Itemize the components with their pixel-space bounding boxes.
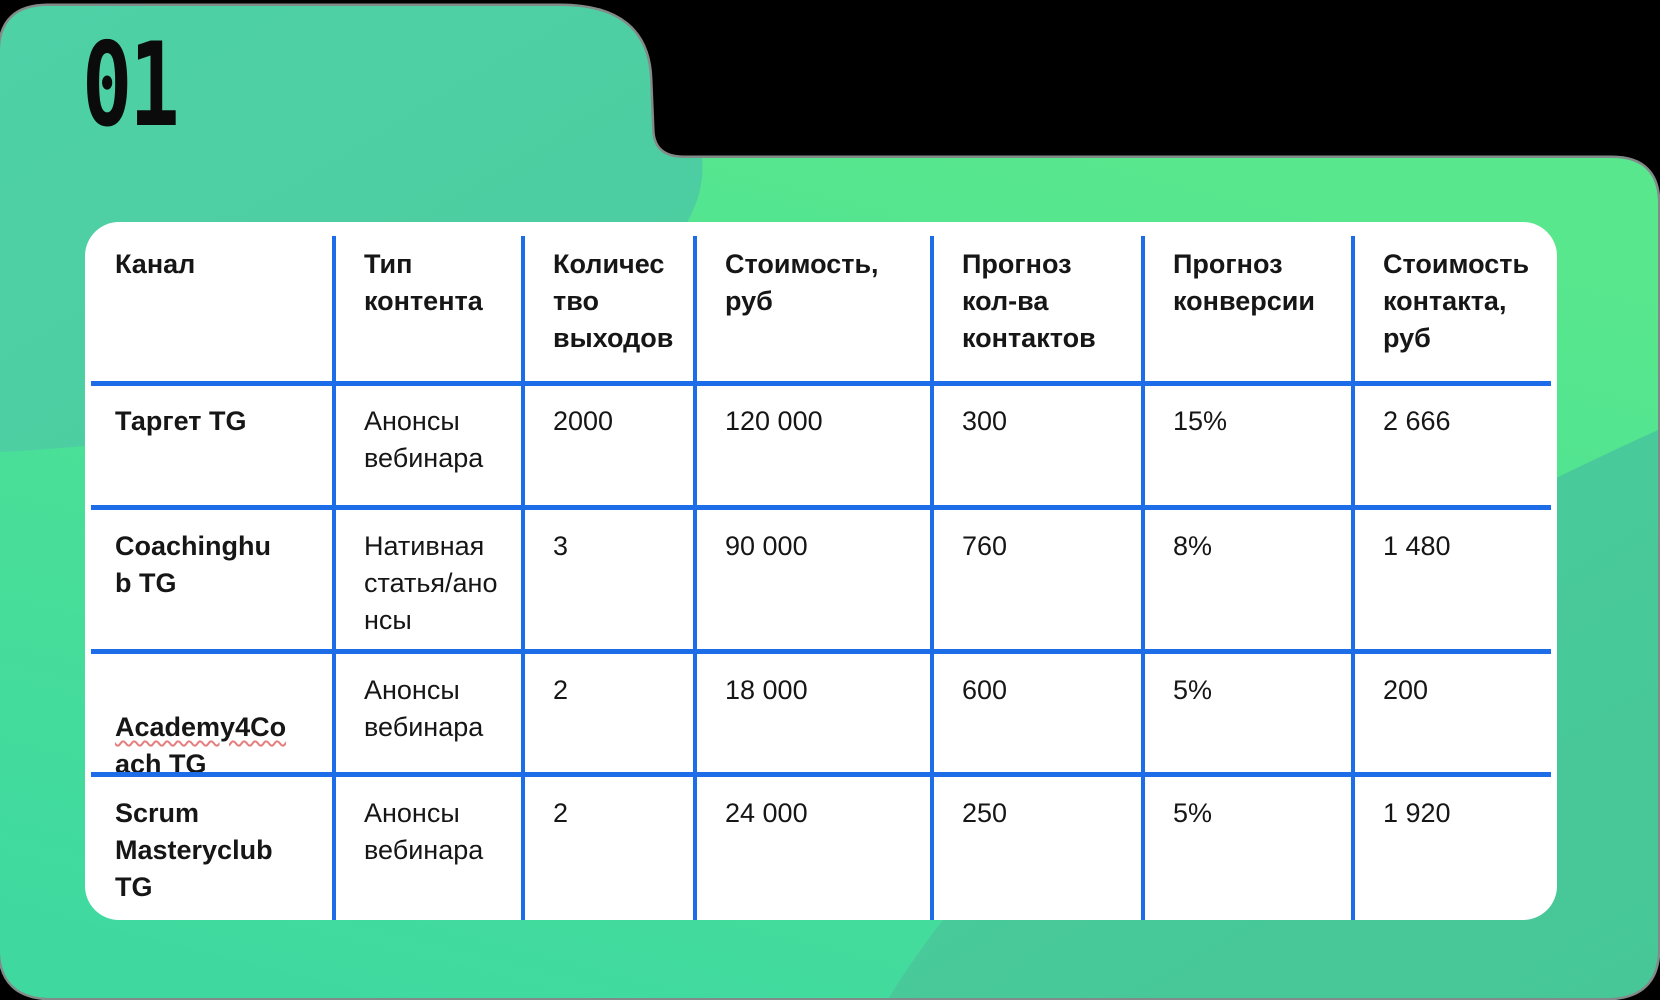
cell-content-type: Анонсы вебинара [364,798,484,865]
header-cell-cost: Стоимость, руб [725,249,879,316]
header-cell-conversion: Прогноз конверсии [1173,249,1315,316]
cell-contact-cost: 1 480 [1383,531,1451,561]
column-divider [1141,236,1145,920]
cell-conversion: 5% [1173,675,1213,705]
header-cell-content-type: Тип контента [364,249,483,316]
cell-contacts: 300 [962,406,1008,436]
column-divider [693,236,697,920]
header-cell-contact-cost: Стоимость контакта, руб [1383,249,1530,353]
cell-cost: 18 000 [725,675,808,705]
cell-contact-cost: 200 [1383,675,1429,705]
cell-channel: Academy4Co ach TG [85,652,334,775]
cell-contacts: 600 [962,675,1008,705]
cell-conversion: 5% [1173,798,1213,828]
cell-cost: 120 000 [725,406,823,436]
column-divider [930,236,934,920]
cell-conversion: 8% [1173,531,1213,561]
column-divider [521,236,525,920]
cell-cost: 90 000 [725,531,808,561]
cell-outputs: 2 [553,675,569,705]
cell-content-type: Анонсы вебинара [364,675,484,742]
row-divider [91,505,1551,510]
cell-contacts: 250 [962,798,1008,828]
cell-channel: Таргет TG [115,406,247,436]
cell-contact-cost: 1 920 [1383,798,1451,828]
row-divider [91,649,1551,654]
cell-contact-cost: 2 666 [1383,406,1451,436]
slide-number: 01 [82,18,180,153]
cell-outputs: 2 [553,798,569,828]
column-divider [332,236,336,920]
header-cell-outputs: Количес тво выходов [553,249,674,353]
cell-outputs: 3 [553,531,569,561]
header-cell-channel: Канал [115,249,196,279]
cell-channel: Coachinghu b TG [115,531,271,598]
misspelled-word: Academy4Co ach [115,712,287,775]
cell-channel: Scrum Masteryclub TG [115,798,273,902]
row-divider [91,381,1551,386]
row-divider [91,772,1551,777]
cell-contacts: 760 [962,531,1008,561]
cell-content-type: Анонсы вебинара [364,406,484,473]
cell-outputs: 2000 [553,406,614,436]
column-divider [1351,236,1355,920]
cell-conversion: 15% [1173,406,1228,436]
header-cell-contacts: Прогноз кол-ва контактов [962,249,1096,353]
channel-suffix: TG [161,749,207,775]
cell-cost: 24 000 [725,798,808,828]
cell-content-type: Нативная статья/ано нсы [364,531,498,635]
channels-table: Канал Тип контента Количес тво выходов С… [85,222,1557,920]
table-card: Канал Тип контента Количес тво выходов С… [85,222,1557,920]
